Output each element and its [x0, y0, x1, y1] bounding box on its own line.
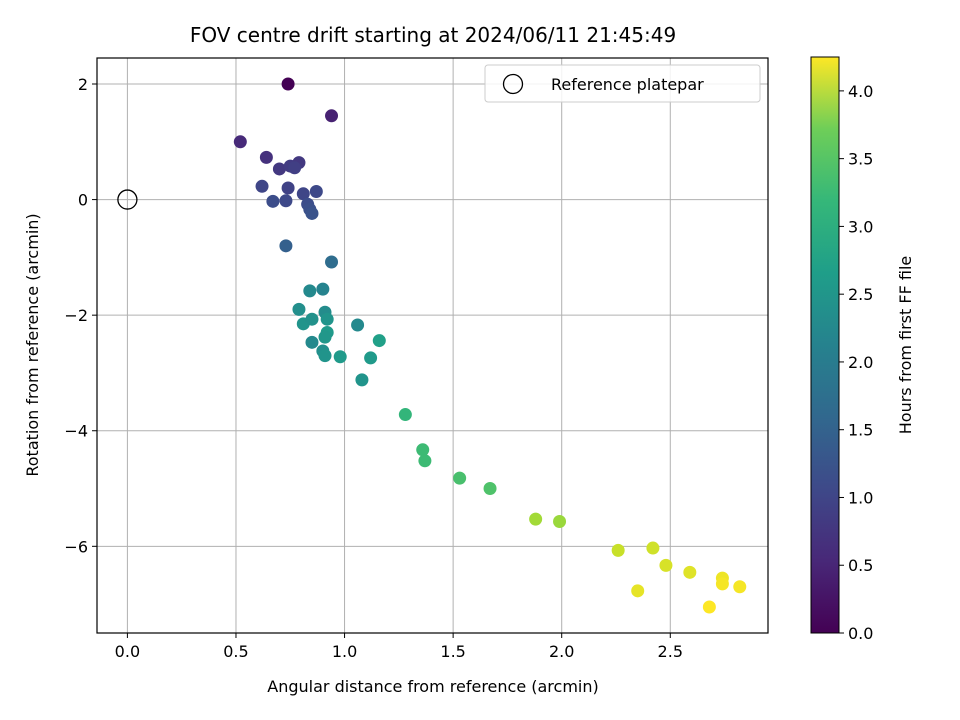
y-tick-label: −4	[64, 422, 88, 441]
x-tick-label: 0.0	[115, 642, 140, 661]
data-point	[355, 373, 369, 387]
legend-marker-open-circle	[502, 73, 524, 95]
data-point	[646, 541, 660, 555]
data-point	[266, 194, 280, 208]
data-point	[318, 349, 332, 363]
data-point	[233, 135, 247, 149]
data-point	[733, 580, 747, 594]
chart-title: FOV centre drift starting at 2024/06/11 …	[190, 23, 676, 47]
x-tick-label: 0.5	[223, 642, 248, 661]
colorbar-tick-label: 1.5	[848, 421, 873, 440]
data-point	[325, 109, 339, 123]
colorbar-ticks: 0.0 0.5 1.0 1.5 2.0 2.5 3.0 3.5 4.0	[839, 82, 873, 643]
x-axis-label: Angular distance from reference (arcmin)	[267, 677, 598, 696]
data-point	[453, 471, 467, 485]
colorbar-tick-label: 4.0	[848, 82, 873, 101]
colorbar-tick-label: 2.5	[848, 285, 873, 304]
data-point	[364, 351, 378, 365]
y-axis-label: Rotation from reference (arcmin)	[23, 213, 42, 476]
plot-frame	[96, 57, 769, 634]
reference-point	[117, 189, 138, 210]
data-point	[305, 206, 319, 220]
colorbar-tick-label: 1.0	[848, 488, 873, 507]
data-point	[611, 543, 625, 557]
data-point	[659, 558, 673, 572]
data-point	[333, 350, 347, 364]
data-point	[683, 565, 697, 579]
data-point	[259, 150, 273, 164]
colorbar-gradient	[810, 56, 840, 634]
data-point	[279, 239, 293, 253]
data-point	[305, 312, 319, 326]
data-point	[325, 255, 339, 269]
data-points	[117, 77, 747, 614]
data-point	[372, 334, 386, 348]
x-tick-label: 1.0	[332, 642, 357, 661]
colorbar-tick-label: 2.0	[848, 353, 873, 372]
legend-label-reference: Reference platepar	[551, 75, 704, 94]
colorbar-tick-label: 3.5	[848, 150, 873, 169]
data-point	[296, 187, 310, 201]
data-point	[702, 600, 716, 614]
data-point	[416, 443, 430, 457]
y-tick-label: −6	[64, 537, 88, 556]
data-point	[288, 161, 302, 175]
colorbar-tick-label: 0.0	[848, 624, 873, 643]
data-point	[255, 179, 269, 193]
data-point	[272, 162, 286, 176]
legend: Reference platepar	[484, 64, 761, 103]
data-point	[631, 584, 645, 598]
colorbar-tick-label: 3.0	[848, 217, 873, 236]
data-point	[292, 302, 306, 316]
data-point	[529, 512, 543, 526]
y-tick-label: −2	[64, 306, 88, 325]
x-axis-ticks: 0.0 0.5 1.0 1.5 2.0 2.5	[115, 633, 683, 661]
data-point	[309, 184, 323, 198]
colorbar: 0.0 0.5 1.0 1.5 2.0 2.5 3.0 3.5 4.0 Hours from f…	[810, 56, 915, 643]
data-point	[281, 181, 295, 195]
data-point	[398, 408, 412, 422]
data-point	[279, 194, 293, 208]
data-point	[305, 335, 319, 349]
data-point	[483, 482, 497, 496]
colorbar-label: Hours from first FF file	[896, 256, 915, 435]
data-point	[316, 282, 330, 296]
data-point	[418, 454, 432, 468]
y-tick-label: 2	[78, 75, 88, 94]
y-tick-label: 0	[78, 191, 88, 210]
x-tick-label: 2.0	[549, 642, 574, 661]
data-point	[715, 577, 729, 591]
data-point	[281, 77, 295, 91]
y-axis-ticks: 2 0 −2 −4 −6	[64, 75, 97, 556]
legend-box	[484, 64, 761, 103]
data-point	[320, 312, 334, 326]
colorbar-tick-label: 0.5	[848, 556, 873, 575]
data-point	[351, 318, 365, 332]
x-tick-label: 2.5	[658, 642, 683, 661]
data-point	[553, 514, 567, 528]
data-point	[318, 330, 332, 344]
data-point	[303, 284, 317, 298]
x-tick-label: 1.5	[440, 642, 465, 661]
